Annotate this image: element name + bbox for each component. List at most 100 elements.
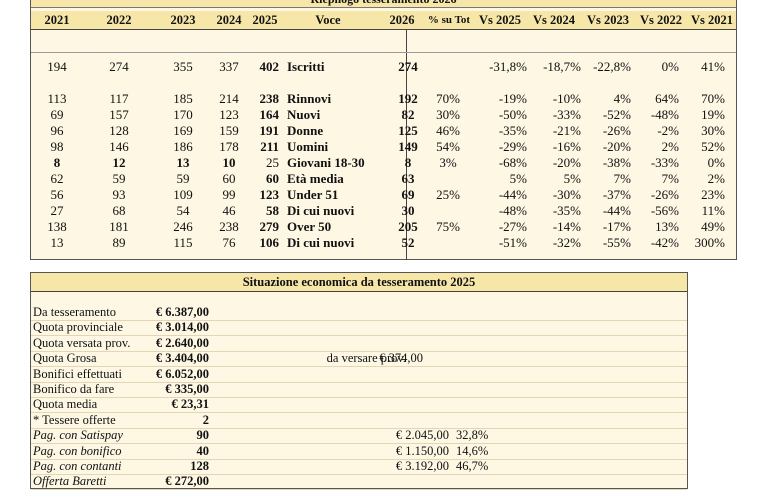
summary-cell-y2022: 59 (112, 171, 126, 186)
summary-cell-vs2022: -2% (657, 123, 679, 138)
summary-cell-vs2021: 300% (694, 235, 725, 250)
summary-cell-vs2022: 13% (655, 219, 679, 234)
summary-cell-y2024: 337 (219, 59, 239, 74)
summary-cell-voce: Nuovi (287, 107, 321, 122)
economics-cell-value: € 3.404,00 (155, 351, 209, 366)
summary-cell-y2022: 117 (109, 91, 129, 106)
summary-cell-vs2023: -20% (602, 139, 631, 154)
economics-cell-label: Quota media (33, 397, 98, 412)
header-pct: % su Tot (427, 14, 471, 26)
summary-cell-y2026: 63 (401, 171, 415, 186)
summary-cell-y2025: 279 (259, 219, 280, 234)
summary-cell-vs2022: 7% (661, 171, 679, 186)
summary-cell-vs2025: -68% (498, 155, 527, 170)
summary-cell-y2024: 46 (222, 203, 236, 218)
summary-cell-y2021: 96 (50, 123, 64, 138)
summary-cell-vs2021: 23% (701, 187, 725, 202)
economics-title: Situazione economica da tesseramento 202… (31, 273, 687, 292)
summary-cell-vs2022: 2% (661, 139, 679, 154)
summary-cell-voce: Donne (287, 123, 324, 138)
header-vs2021: Vs 2021 (690, 13, 734, 27)
summary-cell-y2021: 62 (50, 171, 64, 186)
header-2026: 2026 (389, 13, 415, 27)
economics-row-divider (31, 458, 687, 460)
summary-cell-y2025: 164 (259, 107, 280, 122)
header-vs2025: Vs 2025 (478, 13, 522, 27)
summary-cell-y2023: 169 (173, 123, 193, 138)
economics-row-divider (31, 474, 687, 475)
economics-row-divider (31, 412, 687, 414)
summary-cell-vs2023: 4% (613, 91, 631, 106)
summary-cell-vs2025: -19% (498, 91, 527, 106)
summary-cell-vs2021: 0% (707, 155, 725, 170)
summary-cell-y2024: 99 (222, 187, 236, 202)
economics-cell-value: € 335,00 (165, 382, 209, 396)
summary-cell-y2023: 59 (176, 171, 190, 186)
summary-cell-voce: Uomini (287, 139, 329, 154)
economics-row-divider (31, 350, 687, 352)
summary-cell-vs2025: -48% (498, 203, 527, 218)
summary-cell-pct: 54% (436, 139, 460, 154)
row-divider (31, 52, 736, 53)
summary-cell-vs2022: -33% (650, 155, 679, 170)
summary-cell-vs2023: -17% (602, 219, 631, 234)
summary-cell-vs2024: -16% (552, 139, 581, 154)
summary-cell-y2026: 69 (401, 187, 415, 202)
summary-cell-y2022: 93 (112, 187, 126, 202)
summary-cell-y2024: 123 (219, 107, 239, 122)
summary-cell-y2021: 113 (47, 91, 67, 106)
summary-cell-vs2022: -42% (650, 235, 679, 250)
summary-cell-y2023: 185 (173, 91, 193, 106)
summary-cell-y2025: 25 (266, 155, 279, 170)
economics-cell-value: € 6.387,00 (155, 305, 209, 319)
header-2022: 2022 (106, 13, 132, 27)
summary-cell-voce: Over 50 (287, 219, 332, 234)
summary-cell-y2025: 60 (266, 171, 279, 186)
summary-cell-pct: 75% (436, 219, 460, 234)
summary-cell-vs2022: 0% (661, 59, 679, 74)
summary-cell-y2022: 68 (112, 203, 126, 218)
summary-cell-vs2021: 41% (701, 59, 725, 74)
economics-cell-label: Da tesseramento (33, 305, 116, 319)
summary-cell-y2023: 246 (173, 219, 193, 234)
summary-cell-vs2022: -56% (650, 203, 679, 218)
summary-cell-voce: Età media (287, 171, 344, 186)
economics-row-divider (31, 427, 687, 429)
summary-cell-y2022: 274 (109, 59, 129, 74)
summary-cell-y2024: 159 (219, 123, 239, 138)
economics-cell-note: da versare prov. (326, 351, 406, 366)
summary-cell-y2026: 125 (398, 123, 418, 138)
column-divider (406, 29, 407, 260)
summary-cell-y2025: 191 (259, 123, 280, 138)
summary-cell-y2026: 8 (404, 155, 412, 170)
economics-cell-label: Quota provinciale (33, 320, 123, 335)
economics-cell-label: Pag. con bonifico (33, 443, 122, 458)
summary-cell-pct: 3% (439, 155, 457, 170)
economics-row-divider (31, 366, 687, 368)
summary-cell-y2022: 128 (109, 123, 129, 138)
summary-cell-pct: 25% (436, 187, 460, 202)
summary-cell-y2023: 115 (173, 235, 193, 250)
summary-cell-vs2024: 5% (563, 171, 581, 186)
economics-row-divider (31, 381, 687, 383)
summary-cell-vs2021: 2% (707, 171, 725, 186)
header-2021: 2021 (44, 13, 70, 27)
header-vs2023: Vs 2023 (586, 13, 630, 27)
summary-cell-vs2024: -18,7% (543, 59, 581, 74)
summary-cell-vs2021: 52% (701, 139, 725, 154)
summary-cell-vs2025: -29% (498, 139, 527, 154)
summary-cell-y2024: 214 (219, 91, 239, 106)
header-vs2022: Vs 2022 (639, 13, 683, 27)
summary-cell-voce: Rinnovi (287, 91, 332, 106)
summary-cell-vs2021: 49% (701, 219, 725, 234)
summary-cell-y2024: 238 (219, 219, 239, 234)
summary-table: Riepilogo tesseramento 2026 2021 2022 20… (30, 0, 737, 260)
header-2023: 2023 (170, 13, 196, 27)
summary-cell-vs2024: -32% (552, 235, 581, 250)
summary-cell-y2026: 52 (401, 235, 415, 250)
summary-cell-pct: 70% (436, 91, 460, 106)
summary-cell-y2023: 355 (173, 59, 193, 74)
summary-cell-y2022: 89 (112, 235, 126, 250)
summary-cell-vs2023: 7% (613, 171, 631, 186)
summary-cell-voce: Iscritti (287, 59, 325, 74)
